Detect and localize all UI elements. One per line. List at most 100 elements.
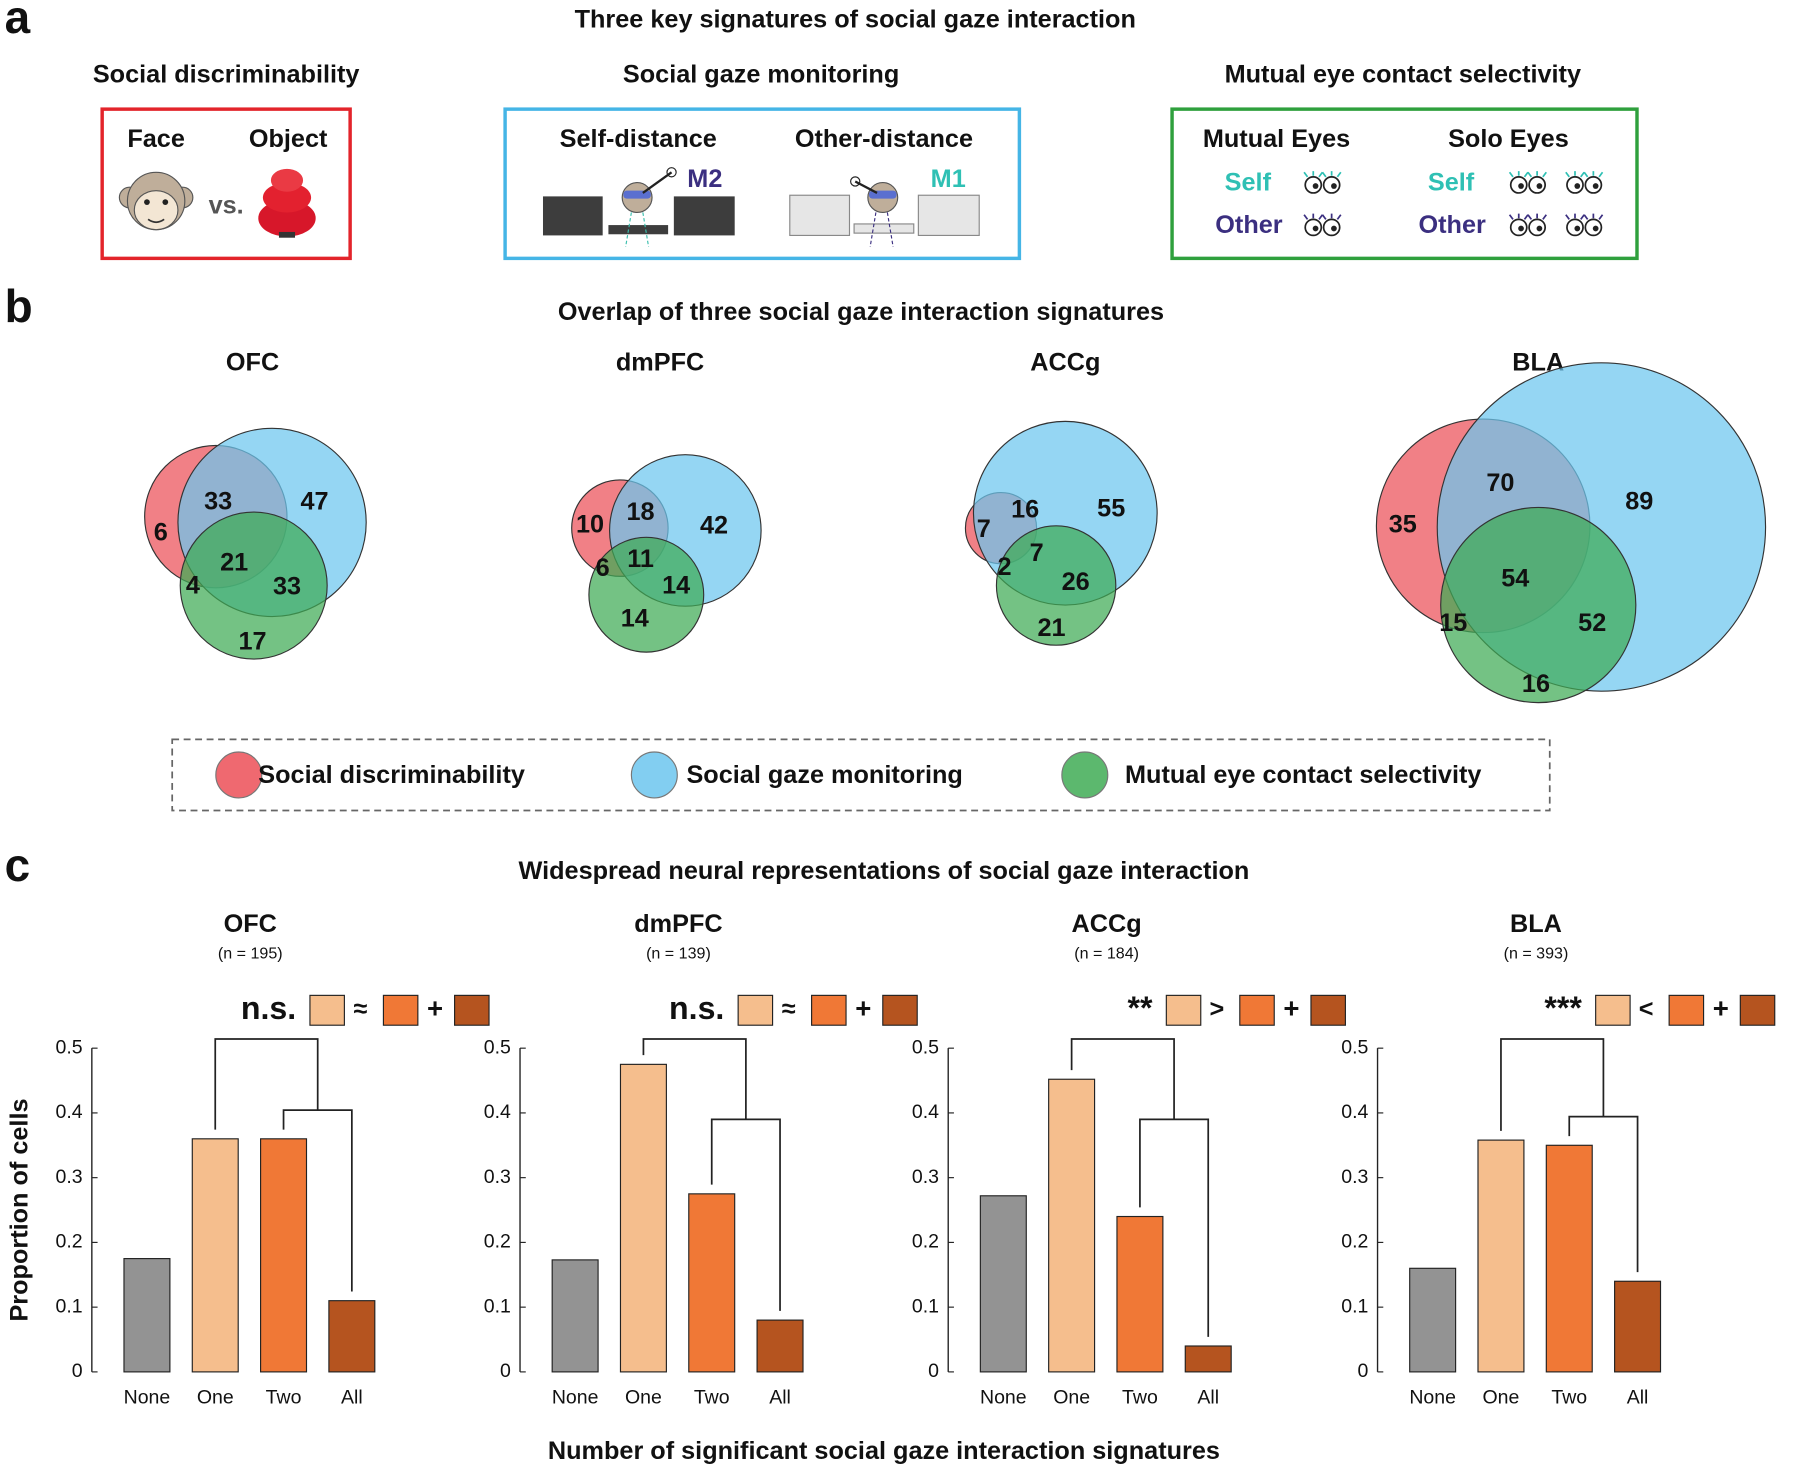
bar <box>688 1193 736 1373</box>
venn-count: 16 <box>1011 496 1039 524</box>
y-tick-label: 0.5 <box>484 1036 511 1058</box>
legend-swatch <box>309 994 345 1026</box>
panel-title: Overlap of three social gaze interaction… <box>558 298 1164 326</box>
venn-count: 10 <box>576 511 604 539</box>
venn-count: 26 <box>1062 568 1090 596</box>
legend-swatch <box>1061 751 1109 799</box>
chart-subtitle: (n = 184) <box>1074 944 1139 962</box>
x-tick-label: Two <box>1122 1386 1158 1408</box>
legend-swatch <box>1739 994 1776 1026</box>
label: Object <box>249 125 328 153</box>
relation: ≈ <box>354 995 368 1023</box>
bar <box>1116 1215 1164 1373</box>
plus: + <box>1283 993 1299 1024</box>
chart-subtitle: (n = 195) <box>218 944 283 962</box>
chart-title: OFC <box>224 910 277 938</box>
chart-subtitle: (n = 393) <box>1504 944 1569 962</box>
venn-count: 7 <box>1030 539 1044 567</box>
pupil <box>1518 225 1524 232</box>
relation: ≈ <box>782 995 796 1023</box>
bar <box>1048 1078 1096 1373</box>
venn-count: 52 <box>1578 609 1606 637</box>
pupil <box>1592 225 1599 232</box>
label: Solo Eyes <box>1448 125 1569 153</box>
pupil <box>1536 183 1543 189</box>
chart-title: dmPFC <box>634 910 722 938</box>
x-tick-label: None <box>124 1386 171 1408</box>
legend-box <box>171 738 1551 812</box>
venn-count: 15 <box>1439 609 1467 637</box>
label: Face <box>127 125 185 153</box>
lash <box>1565 171 1585 178</box>
venn-count: 47 <box>300 488 328 516</box>
bracket <box>642 1038 747 1120</box>
venn-count: 35 <box>1389 511 1417 539</box>
bar <box>260 1138 308 1373</box>
legend-swatch <box>1165 994 1202 1026</box>
x-tick-label: All <box>1197 1386 1219 1408</box>
y-tick-label: 0.3 <box>912 1166 939 1188</box>
venn-count: 2 <box>997 553 1011 581</box>
x-tick-label: Two <box>1551 1386 1587 1408</box>
relation: < <box>1639 995 1654 1023</box>
venn-circle <box>995 525 1117 646</box>
venn-count: 89 <box>1625 488 1653 516</box>
venn-count: 6 <box>596 554 610 582</box>
x-tick-label: Two <box>266 1386 302 1408</box>
legend-swatch <box>382 994 419 1026</box>
label: Self <box>1428 168 1475 196</box>
pupil <box>1312 183 1319 189</box>
bar <box>123 1258 171 1373</box>
pupil <box>1518 183 1524 189</box>
legend-swatch <box>1668 994 1705 1026</box>
bar <box>756 1319 804 1373</box>
y-axis-label: Proportion of cells <box>5 1099 33 1322</box>
venn-count: 14 <box>621 605 649 633</box>
x-axis-label: Number of significant social gaze intera… <box>548 1437 1220 1465</box>
venn-count: 17 <box>239 628 267 656</box>
y-tick-label: 0.4 <box>912 1101 939 1123</box>
venn-title: dmPFC <box>616 349 704 377</box>
bar <box>979 1195 1027 1373</box>
y-tick-label: 0.3 <box>56 1166 83 1188</box>
chart-title: ACCg <box>1072 910 1142 938</box>
y-tick-label: 0.4 <box>484 1101 511 1123</box>
y-tick-label: 0.2 <box>484 1231 511 1253</box>
lash <box>1303 171 1324 178</box>
legend-label: Social gaze monitoring <box>686 761 962 789</box>
x-tick-label: One <box>197 1386 234 1408</box>
y-tick-label: 0.4 <box>1341 1101 1368 1123</box>
venn-circle <box>1440 506 1637 704</box>
self-distance-icon <box>542 167 735 247</box>
eyes-icons <box>1303 171 1604 237</box>
x-tick-label: None <box>552 1386 599 1408</box>
chart-subtitle: (n = 139) <box>646 944 711 962</box>
significance: n.s. <box>241 990 296 1026</box>
box <box>1170 107 1639 261</box>
y-tick-label: 0 <box>928 1360 939 1382</box>
pupil <box>1536 225 1543 232</box>
panel-label: c <box>5 839 31 891</box>
x-tick-label: Two <box>694 1386 730 1408</box>
label: Mutual Eyes <box>1203 125 1350 153</box>
x-tick-label: All <box>769 1386 791 1408</box>
x-tick-label: All <box>1627 1386 1649 1408</box>
bar <box>1409 1267 1457 1373</box>
legend-swatch <box>215 751 263 799</box>
venn-count: 21 <box>1037 614 1065 642</box>
bracket <box>1500 1038 1605 1131</box>
label: vs. <box>209 191 244 219</box>
panel-title: Three key signatures of social gaze inte… <box>575 5 1136 33</box>
relation: > <box>1209 995 1224 1023</box>
y-tick-label: 0.2 <box>912 1231 939 1253</box>
y-tick-label: 0.2 <box>56 1231 83 1253</box>
venn-count: 70 <box>1486 469 1514 497</box>
label: Self <box>1225 168 1272 196</box>
bar <box>328 1300 376 1373</box>
venn-count: 55 <box>1097 494 1125 522</box>
lash <box>1303 213 1324 220</box>
legend-swatch <box>1310 994 1346 1026</box>
venn-count: 4 <box>186 571 200 599</box>
